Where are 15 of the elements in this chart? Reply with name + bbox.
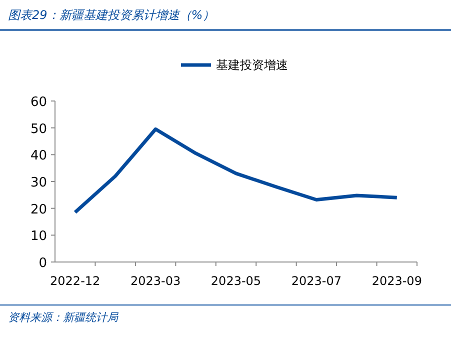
x-tick-label: 2022-12 [50, 274, 100, 288]
y-tick-label: 40 [30, 148, 47, 164]
title: 图表29：新疆基建投资累计增速（%） [8, 8, 215, 22]
y-tick-label: 60 [30, 95, 47, 110]
y-tick-label: 10 [30, 229, 47, 244]
y-tick-label: 50 [30, 122, 47, 137]
x-tick-label: 2023-05 [210, 274, 262, 288]
y-tick-label: 0 [38, 256, 47, 271]
legend-label: 基建投资增速 [216, 58, 288, 72]
y-tick-label: 20 [30, 202, 47, 218]
text: 资料来源：新疆统计局 [8, 311, 119, 324]
x-tick-label: 2023-07 [291, 274, 342, 288]
x-tick-label: 2023-03 [130, 274, 181, 288]
y-tick-label: 30 [30, 176, 47, 190]
x-tick-label: 2023-09 [372, 274, 422, 288]
